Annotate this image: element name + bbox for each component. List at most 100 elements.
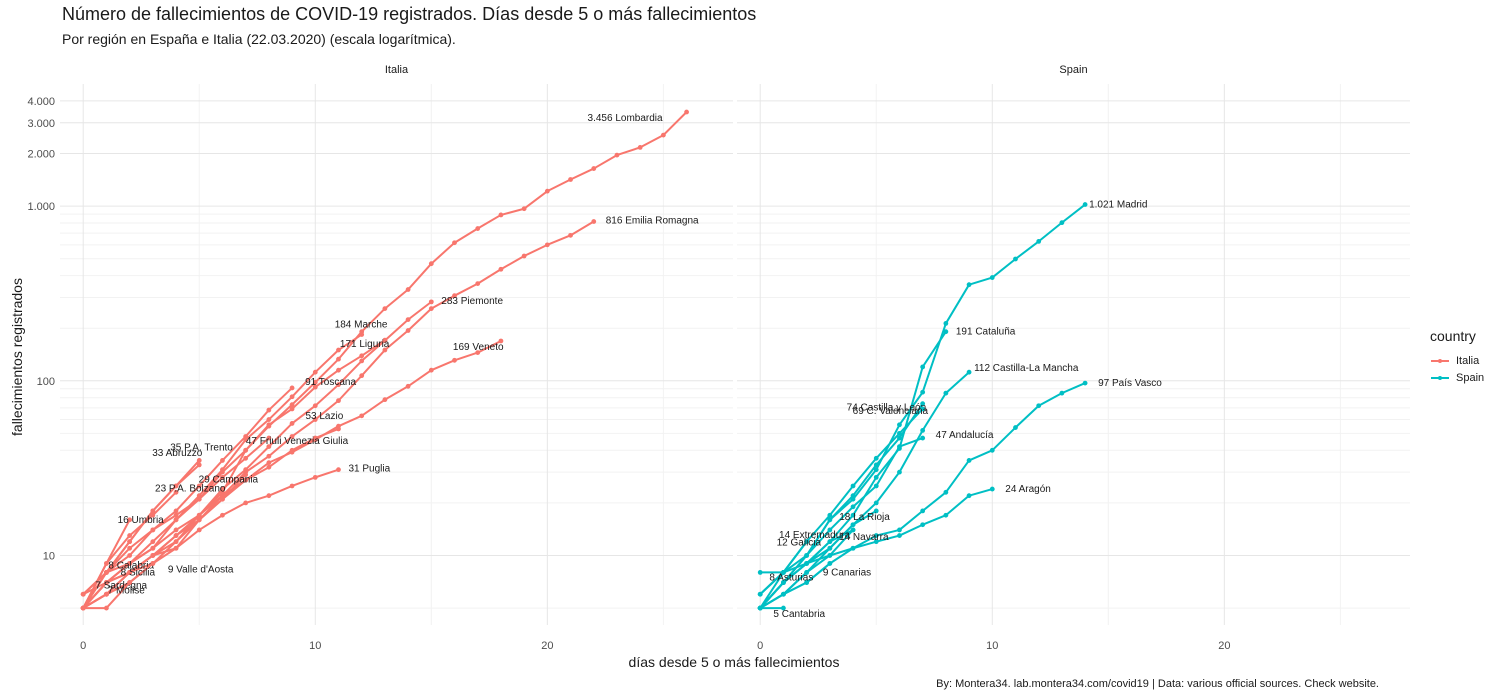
data-point: [405, 317, 411, 323]
data-point: [127, 580, 133, 585]
data-point: [127, 561, 133, 566]
data-label: 5 Cantabria: [773, 609, 825, 620]
data-point: [850, 512, 856, 518]
data-point: [1082, 380, 1088, 386]
data-point: [989, 447, 995, 453]
panel-strip-label: Spain: [1059, 64, 1087, 76]
data-point: [243, 500, 249, 506]
data-point: [173, 517, 179, 523]
data-point: [498, 212, 504, 218]
data-point: [920, 508, 926, 514]
data-point: [220, 458, 225, 463]
data-point: [897, 444, 902, 450]
data-point: [873, 483, 879, 489]
data-point: [920, 389, 926, 395]
data-label: 9 Valle d'Aosta: [168, 564, 234, 575]
data-point: [266, 444, 272, 450]
chart-caption: By: Montera34. lab.montera34.com/covid19…: [936, 678, 1379, 690]
data-label: 91 Toscana: [305, 377, 356, 388]
data-label: 171 Liguria: [340, 339, 390, 350]
data-point: [104, 580, 109, 585]
data-point: [804, 561, 810, 566]
data-point: [382, 306, 388, 311]
series-line: [82, 387, 293, 595]
data-label: 14 Extremadura: [779, 530, 851, 541]
data-point: [850, 545, 856, 551]
data-point: [266, 460, 272, 466]
data-point: [312, 369, 318, 375]
data-point: [243, 472, 249, 478]
data-point: [452, 240, 457, 246]
legend-title: country: [1430, 328, 1476, 344]
series-line: [82, 340, 502, 596]
data-label: 23 P.A. Bolzano: [155, 483, 226, 494]
data-point: [127, 570, 133, 575]
data-point: [173, 527, 179, 533]
data-point: [873, 467, 879, 473]
data-point: [873, 455, 879, 461]
data-point: [757, 570, 763, 575]
data-point: [498, 266, 504, 272]
data-point: [336, 367, 341, 373]
data-point: [827, 539, 833, 545]
legend-item-italia: Italia: [1430, 352, 1484, 369]
data-point: [220, 486, 225, 492]
data-point: [804, 570, 810, 575]
data-point: [757, 591, 763, 597]
data-label: 169 Veneto: [453, 342, 504, 353]
data-point: [289, 402, 295, 408]
data-point: [336, 356, 341, 362]
data-label: 1.021 Madrid: [1089, 200, 1147, 211]
data-point: [243, 477, 249, 483]
panel-strip-label: Italia: [385, 64, 409, 76]
data-point: [289, 421, 295, 426]
data-point: [966, 493, 972, 499]
data-point: [243, 467, 249, 473]
data-label: 7 Sardegna: [95, 581, 147, 592]
data-point: [804, 539, 810, 545]
data-point: [966, 282, 972, 288]
series-lombardia: 3.456 Lombardia: [80, 109, 689, 611]
data-point: [827, 553, 833, 558]
y-tick-label: 2.000: [27, 149, 55, 161]
data-point: [266, 464, 272, 470]
data-point: [614, 152, 620, 158]
data-point: [243, 434, 249, 439]
data-point: [150, 512, 156, 518]
panel-spain: Spain 0 10 20 1.021 Madrid 191 Cataluña 112 Ca…: [737, 64, 1410, 652]
data-point: [405, 383, 411, 389]
data-point: [781, 570, 786, 575]
legend-key-point: [1438, 375, 1442, 380]
data-label: 29 Campania: [199, 475, 259, 486]
data-point: [196, 512, 202, 518]
series-line: [759, 562, 831, 609]
data-label: 69 C. Valenciana: [853, 406, 929, 417]
data-point: [150, 561, 156, 566]
data-point: [104, 561, 109, 566]
data-point: [897, 430, 902, 436]
data-point: [475, 226, 481, 231]
data-label: 12 Galicia: [777, 538, 822, 549]
data-point: [266, 422, 272, 428]
data-point: [104, 605, 109, 611]
data-point: [428, 306, 434, 311]
data-label: 816 Emilia Romagna: [606, 216, 699, 227]
data-point: [266, 407, 272, 413]
data-point: [266, 453, 272, 459]
data-point: [475, 281, 481, 287]
data-point: [568, 177, 573, 182]
data-label: 35 P.A. Trento: [170, 442, 233, 453]
data-label: 191 Cataluña: [956, 327, 1016, 338]
series-toscana: 91 Toscana: [80, 377, 356, 597]
data-point: [127, 545, 133, 551]
data-point: [196, 527, 202, 533]
series-liguria: 171 Liguria: [80, 337, 390, 597]
data-point: [920, 401, 926, 407]
x-tick-label: 10: [309, 640, 321, 652]
data-point: [289, 385, 295, 391]
data-point: [897, 533, 902, 538]
data-point: [127, 553, 133, 558]
data-point: [591, 166, 597, 171]
data-point: [428, 261, 434, 267]
